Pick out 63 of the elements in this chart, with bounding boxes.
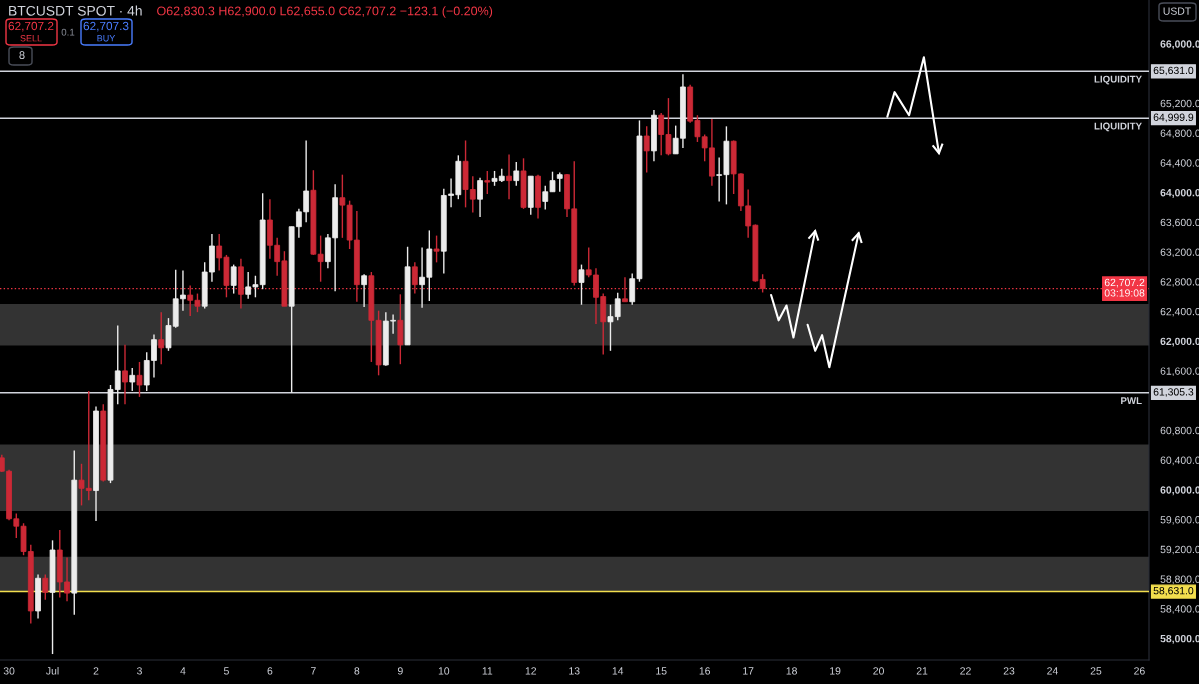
x-tick-label: 2 (93, 667, 99, 675)
text: 58,631.0 (1153, 586, 1194, 596)
x-tick-label: 30 (3, 667, 15, 675)
candlestick (136, 361, 143, 398)
x-tick-label: 22 (960, 667, 971, 675)
x-tick-label: 15 (656, 667, 667, 675)
x-tick-label: 7 (311, 667, 316, 675)
text: USDT (1163, 7, 1191, 15)
chart-subtitle: O62,830.3 H62,900.0 L62,655.0 C62,707.2 −123.1 (−0.20%) (157, 6, 493, 18)
chart-title: BTCUSDT SPOT · 4h (9, 5, 142, 16)
candlestick (643, 125, 650, 174)
annotation: SELL (20, 35, 42, 42)
x-tick-label: 14 (612, 667, 624, 675)
text: 64,999.9 (1153, 113, 1194, 123)
x-tick-label: 21 (916, 667, 928, 675)
x-tick-label: 8 (354, 667, 360, 675)
x-tick-label: 19 (830, 667, 841, 675)
annotation: 62,707.2 (8, 21, 54, 32)
candlestick (158, 311, 165, 365)
x-tick-label: Jul (46, 666, 59, 675)
candlestick (513, 161, 520, 187)
x-tick-label: 17 (743, 667, 754, 675)
x-tick-label: 5 (223, 667, 229, 675)
candlestick (477, 176, 483, 218)
x-tick-label: 13 (569, 667, 580, 675)
x-tick-label: 16 (699, 667, 711, 675)
x-tick-label: 20 (873, 667, 884, 675)
annotation: 0.1 (61, 28, 75, 36)
x-tick-label: 9 (397, 667, 403, 675)
annotation: 03:19:08 (1104, 289, 1145, 297)
annotation: 8 (19, 51, 25, 59)
candlestick (622, 276, 628, 303)
candlestick (42, 573, 49, 601)
candlestick (129, 367, 136, 392)
annotation: BUY (97, 35, 116, 42)
x-tick-label: 4 (180, 667, 186, 675)
candlestick (484, 170, 491, 195)
x-tick-label: 24 (1047, 667, 1058, 675)
candlestick (433, 234, 440, 264)
candlestick (411, 261, 418, 295)
candlestick (339, 173, 346, 239)
ref-line-label: LIQUIDITY (1094, 122, 1142, 132)
text: 61,305.3 (1153, 388, 1194, 397)
annotation: 62,707.2 (1104, 278, 1145, 288)
x-tick-label: 10 (438, 667, 450, 675)
x-tick-label: 12 (525, 667, 537, 675)
x-tick-label: 11 (482, 667, 493, 675)
candlestick (556, 171, 563, 193)
x-tick-label: 25 (1090, 667, 1102, 675)
annotation: 62,707.3 (83, 21, 129, 32)
candlestick (230, 263, 237, 295)
ref-line-label: LIQUIDITY (1094, 75, 1142, 85)
candlestick (361, 273, 367, 308)
candlestick (578, 263, 585, 306)
candlestick (122, 344, 128, 406)
x-tick-label: 6 (267, 667, 273, 675)
x-tick-label: 23 (1003, 667, 1015, 675)
x-tick-label: 26 (1134, 667, 1145, 675)
x-tick-label: 18 (786, 667, 797, 675)
ref-line-label: PWL (1121, 397, 1142, 404)
text: 65,631.0 (1153, 66, 1194, 76)
candlestick (506, 153, 512, 200)
x-tick-label: 3 (136, 667, 142, 675)
